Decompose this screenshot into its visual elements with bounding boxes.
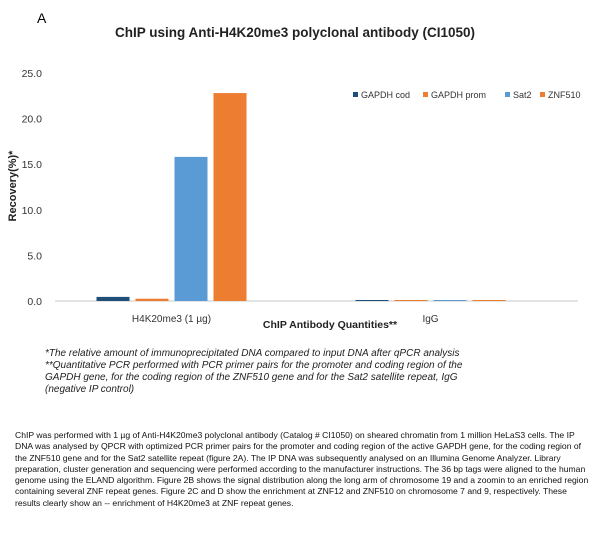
bar-znf510-1 (472, 300, 506, 301)
x-tick-label: H4K20me3 (1 µg) (132, 314, 211, 325)
legend-swatch (353, 92, 358, 97)
bar-gapdh-cod-0 (96, 296, 130, 301)
y-tick-label: 15.0 (22, 159, 43, 171)
footnote-line: *The relative amount of immunoprecipitat… (45, 348, 460, 359)
x-axis-label: ChIP Antibody Quantities** (263, 319, 398, 331)
legend-swatch (505, 92, 510, 97)
chart-footnote: *The relative amount of immunoprecipitat… (45, 348, 565, 396)
y-tick-label: 5.0 (27, 250, 42, 262)
chart-title: ChIP using Anti-H4K20me3 polyclonal anti… (115, 25, 475, 40)
bar-sat2-1 (433, 300, 467, 301)
figure-description: ChIP was performed with 1 µg of Anti-H4K… (15, 430, 589, 508)
y-tick-label: 0.0 (27, 296, 42, 308)
footnote-line: **Quantitative PCR performed with PCR pr… (45, 360, 463, 371)
footnote-line: GAPDH gene, for the coding region of the… (45, 372, 458, 383)
bar-chart: ChIP using Anti-H4K20me3 polyclonal anti… (7, 25, 581, 331)
legend-label: GAPDH cod (361, 90, 410, 100)
bar-sat2-0 (174, 156, 208, 301)
legend-swatch (423, 92, 428, 97)
bar-gapdh-cod-1 (355, 300, 389, 301)
footnote-line: (negative IP control) (45, 384, 135, 395)
panel-letter: A (37, 10, 47, 26)
legend-label: Sat2 (513, 90, 532, 100)
y-tick-label: 25.0 (22, 68, 43, 80)
y-tick-label: 20.0 (22, 114, 43, 126)
bar-gapdh-prom-1 (394, 300, 428, 301)
y-tick-label: 10.0 (22, 205, 43, 217)
x-tick-label: IgG (422, 314, 438, 325)
bar-gapdh-prom-0 (135, 298, 169, 301)
y-axis-label: Recovery(%)* (7, 150, 19, 222)
legend-label: ZNF510 (548, 90, 581, 100)
legend-swatch (540, 92, 545, 97)
legend-label: GAPDH prom (431, 90, 486, 100)
bar-znf510-0 (213, 93, 247, 302)
